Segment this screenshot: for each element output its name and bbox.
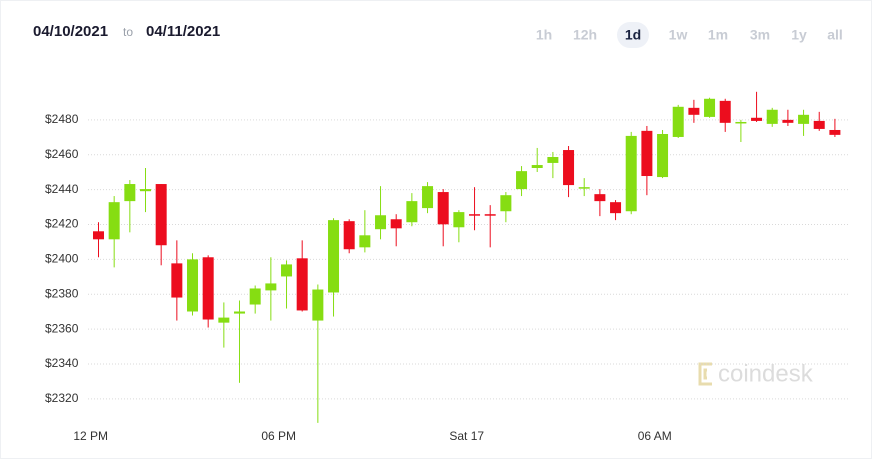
candle-body [829, 129, 841, 135]
y-tick-label: $2380 [45, 286, 79, 300]
candle-body [422, 186, 434, 209]
candle-body [312, 289, 324, 321]
candle-body [375, 215, 387, 230]
candle-body [563, 150, 575, 186]
candle-body [140, 189, 152, 192]
candle-body [751, 117, 763, 121]
candle-body [437, 192, 449, 225]
y-tick-label: $2440 [45, 182, 79, 196]
candle-body [469, 214, 481, 216]
candle-body [124, 184, 136, 202]
range-button[interactable]: 3m [750, 27, 770, 43]
candle-body [265, 283, 277, 291]
candle-body [672, 106, 684, 137]
range-highlight [617, 22, 649, 48]
range-button[interactable]: 1d [625, 27, 641, 43]
candle-body [296, 258, 308, 311]
y-tick-label: $2340 [45, 356, 79, 370]
candle-body [735, 121, 747, 124]
candle-body [798, 114, 810, 124]
y-tick-label: $2420 [45, 217, 79, 231]
candle-body [359, 235, 371, 248]
y-tick-label: $2320 [45, 391, 79, 405]
candle-body [187, 259, 199, 312]
candle-body [249, 288, 261, 305]
y-tick-label: $2480 [45, 112, 79, 126]
range-button[interactable]: 1w [669, 27, 688, 43]
x-tick-label: 06 AM [638, 429, 672, 443]
candle-body [218, 317, 230, 323]
candle-body [688, 107, 700, 115]
candle-body [719, 100, 731, 123]
candle-body [610, 202, 622, 214]
candle-body [406, 201, 418, 223]
candle-body [93, 231, 105, 240]
candle-body [625, 135, 637, 212]
range-button[interactable]: all [827, 27, 843, 43]
candle-body [328, 220, 340, 293]
candle-body [390, 219, 402, 229]
range-button[interactable]: 1y [791, 27, 807, 43]
candle-body [766, 109, 778, 124]
y-tick-label: $2400 [45, 252, 79, 266]
end-date: 04/11/2021 [146, 23, 220, 40]
candle-body [782, 119, 794, 123]
start-date: 04/10/2021 [33, 23, 108, 40]
candle-body [547, 157, 559, 163]
range-button[interactable]: 12h [573, 27, 597, 43]
y-tick-label: $2460 [45, 147, 79, 161]
candle-body [657, 133, 669, 178]
range-button[interactable]: 1h [536, 27, 552, 43]
x-tick-label: 12 PM [73, 429, 108, 443]
to-label: to [123, 25, 133, 39]
candle-body [594, 194, 606, 202]
candle-body [453, 212, 465, 228]
candle-body [108, 202, 120, 240]
candle-body [155, 184, 167, 246]
range-button[interactable]: 1m [708, 27, 728, 43]
x-tick-label: Sat 17 [449, 429, 484, 443]
candle-body [343, 221, 355, 250]
candle-body [578, 187, 590, 189]
candle-body [813, 120, 825, 129]
candle-body [704, 98, 716, 117]
candle-body [281, 264, 293, 277]
candle-body [202, 257, 214, 320]
watermark: coindesk [718, 360, 814, 387]
candle-body [516, 171, 528, 190]
candle-body [484, 214, 496, 216]
candle-body [641, 130, 653, 177]
candle-body [171, 263, 183, 298]
range-selector: 1h 12h 1d 1w 1m 3m 1y all [536, 22, 843, 48]
candle-body [500, 195, 512, 212]
y-tick-label: $2360 [45, 321, 79, 335]
candle-body [531, 165, 543, 168]
x-tick-label: 06 PM [261, 429, 296, 443]
candle-body [234, 311, 246, 314]
